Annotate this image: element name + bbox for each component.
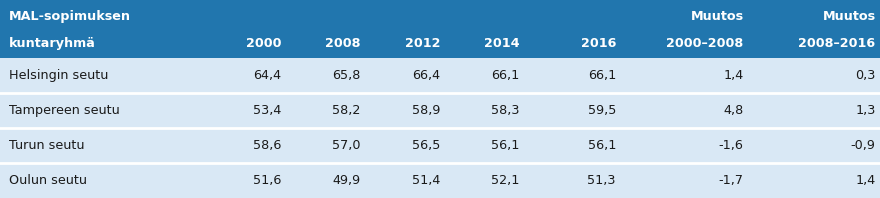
Text: 66,1: 66,1 (588, 69, 616, 82)
Text: 58,3: 58,3 (491, 104, 519, 117)
Text: 2000–2008: 2000–2008 (666, 37, 744, 50)
Text: 1,4: 1,4 (855, 174, 876, 187)
Text: -1,7: -1,7 (719, 174, 744, 187)
Text: Turun seutu: Turun seutu (9, 139, 84, 152)
Text: Tampereen seutu: Tampereen seutu (9, 104, 120, 117)
Text: 52,1: 52,1 (491, 174, 519, 187)
Text: 59,5: 59,5 (588, 104, 616, 117)
Text: 4,8: 4,8 (723, 104, 744, 117)
Text: 58,6: 58,6 (253, 139, 282, 152)
Bar (0, 0, 880, 58)
Text: 53,4: 53,4 (253, 104, 282, 117)
Text: 56,1: 56,1 (491, 139, 519, 152)
Text: 2016: 2016 (581, 37, 616, 50)
Text: 58,2: 58,2 (333, 104, 361, 117)
Text: 2014: 2014 (484, 37, 519, 50)
Text: 58,9: 58,9 (412, 104, 440, 117)
Text: MAL-sopimuksen: MAL-sopimuksen (9, 10, 131, 23)
Text: 2008: 2008 (326, 37, 361, 50)
Text: 51,6: 51,6 (253, 174, 282, 187)
Text: 2008–2016: 2008–2016 (798, 37, 876, 50)
Text: 2012: 2012 (405, 37, 440, 50)
Text: kuntaryhmä: kuntaryhmä (9, 37, 96, 50)
Text: 1,4: 1,4 (723, 69, 744, 82)
Text: Muutos: Muutos (823, 10, 876, 23)
Text: 66,4: 66,4 (412, 69, 440, 82)
Text: Helsingin seutu: Helsingin seutu (9, 69, 108, 82)
Text: 1,3: 1,3 (855, 104, 876, 117)
Text: Muutos: Muutos (691, 10, 744, 23)
Text: 2000: 2000 (246, 37, 282, 50)
Text: Oulun seutu: Oulun seutu (9, 174, 87, 187)
Text: 65,8: 65,8 (333, 69, 361, 82)
Text: -1,6: -1,6 (719, 139, 744, 152)
Text: 64,4: 64,4 (253, 69, 282, 82)
Text: 56,1: 56,1 (588, 139, 616, 152)
Text: 51,4: 51,4 (412, 174, 440, 187)
Bar (0, 58, 880, 198)
Text: 0,3: 0,3 (855, 69, 876, 82)
Text: 66,1: 66,1 (491, 69, 519, 82)
Text: -0,9: -0,9 (851, 139, 876, 152)
Text: 57,0: 57,0 (333, 139, 361, 152)
Text: 49,9: 49,9 (333, 174, 361, 187)
Text: 51,3: 51,3 (588, 174, 616, 187)
Text: 56,5: 56,5 (412, 139, 440, 152)
